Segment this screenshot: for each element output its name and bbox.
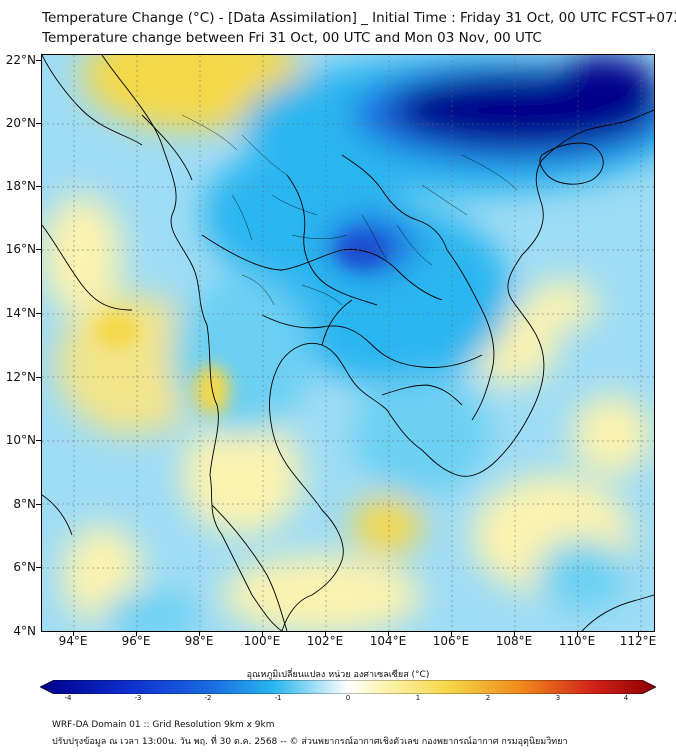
lat-label-14N: 14°N <box>5 306 36 320</box>
lon-label-98E: 98°E <box>184 634 214 648</box>
lon-label-112E: 112°E <box>619 634 657 648</box>
lat-label-18N: 18°N <box>5 179 36 193</box>
colorbar-tick--2: -2 <box>204 694 212 702</box>
lat-label-4N: 4°N <box>13 624 36 638</box>
lat-label-10N: 10°N <box>5 433 36 447</box>
lon-label-110E: 110°E <box>558 634 596 648</box>
lon-label-106E: 106°E <box>432 634 470 648</box>
colorbar-tick-1: 1 <box>415 694 421 702</box>
lon-label-104E: 104°E <box>369 634 407 648</box>
lat-label-8N: 8°N <box>13 497 36 511</box>
map-subtitle: Temperature change between Fri 31 Oct, 0… <box>42 30 542 46</box>
colorbar-tick-4: 4 <box>623 694 629 702</box>
coastline-and-borders <box>42 55 654 631</box>
colorbar-tick-2: 2 <box>485 694 491 702</box>
map-title: Temperature Change (°C) - [Data Assimila… <box>42 10 676 26</box>
lat-label-6N: 6°N <box>13 560 36 574</box>
colorbar-tick--4: -4 <box>64 694 72 702</box>
update-credit: ปรับปรุงข้อมูล ณ เวลา 13:00น. วัน พฤ. ที… <box>52 737 568 747</box>
graticule <box>42 55 654 631</box>
colorbar-tick-0: 0 <box>345 694 351 702</box>
lon-label-94E: 94°E <box>58 634 88 648</box>
model-info: WRF-DA Domain 01 :: Grid Resolution 9km … <box>52 720 275 730</box>
colorbar-label: อุณหภูมิเปลี่ยนแปลง หน่วย องศาเซลเซียส (… <box>246 670 430 680</box>
colorbar-tick-3: 3 <box>555 694 561 702</box>
lon-label-102E: 102°E <box>306 634 344 648</box>
lat-label-12N: 12°N <box>5 370 36 384</box>
colorbar-tick--3: -3 <box>134 694 142 702</box>
lon-label-96E: 96°E <box>121 634 151 648</box>
lat-label-22N: 22°N <box>5 53 36 67</box>
lon-label-108E: 108°E <box>495 634 533 648</box>
temperature-change-map <box>41 54 655 632</box>
lat-label-16N: 16°N <box>5 242 36 256</box>
lat-label-20N: 20°N <box>5 116 36 130</box>
lon-label-100E: 100°E <box>243 634 281 648</box>
colorbar <box>40 680 656 694</box>
colorbar-tick--1: -1 <box>274 694 282 702</box>
